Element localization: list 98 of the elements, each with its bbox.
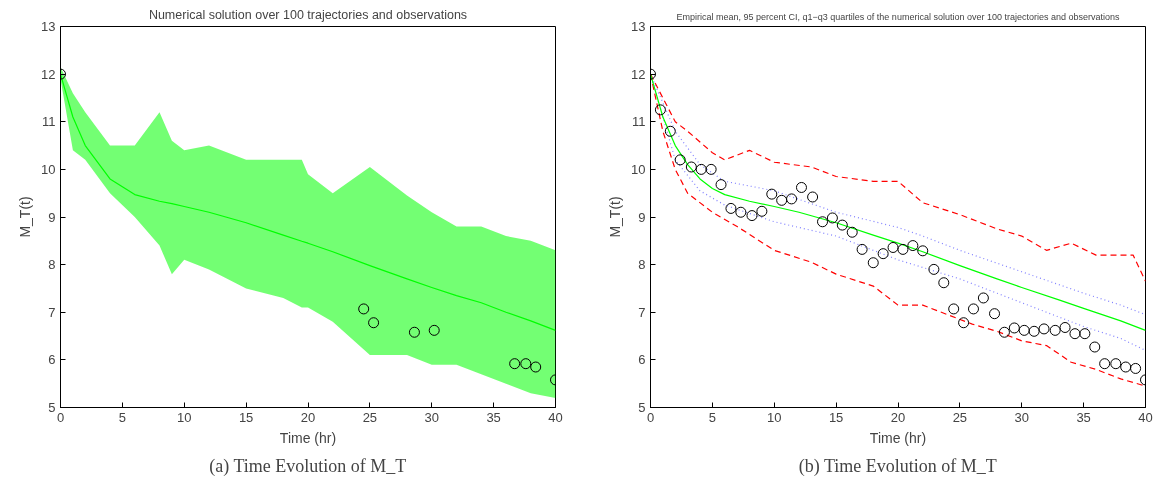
point [977,292,989,304]
y-tick-label: 10 [41,161,56,177]
point [786,193,798,205]
y-tick-label: 9 [48,209,56,225]
x-tick-label: 5 [708,409,716,425]
x-tick-label: 35 [1076,409,1091,425]
line-series [60,73,556,331]
point [776,194,788,206]
x-tick-label: 0 [646,409,655,425]
point [725,202,737,214]
x-tick-label: 5 [118,409,126,425]
point [795,181,807,193]
y-tick-label: 7 [48,304,56,320]
point [998,326,1010,338]
y-axis-title: M_T(t) [17,196,34,238]
y-tick-label: 12 [41,66,56,82]
point [1130,362,1142,374]
y-axis-title: M_T(t) [607,196,624,238]
point [989,308,1001,320]
point [358,303,370,315]
point [1069,328,1081,340]
point [1110,358,1122,370]
x-tick-label: 35 [486,409,501,425]
chart-title: Empirical mean, 95 percent CI, q1−q3 quartiles of the numerical solution over 100 trajectories and observations [676,11,1120,22]
point [807,191,819,203]
point [1120,361,1132,373]
point [766,188,778,200]
point [846,226,858,238]
chart-title: Numerical solution over 100 trajectories and observations [148,7,468,22]
x-tick-label: 30 [1014,409,1029,425]
point [746,210,758,222]
point [1089,341,1101,353]
point [1008,322,1020,334]
y-tick-label: 6 [48,352,56,368]
x-tick-label: 20 [300,409,316,425]
text: (b) Time Evolution of M_T [798,455,997,477]
y-tick-label: 13 [631,19,646,34]
point [428,324,440,336]
point [520,358,532,370]
y-tick-label: 9 [638,209,646,225]
point [817,216,829,228]
point [917,245,929,257]
x-tick-label: 40 [1138,409,1153,425]
x-tick-label: 15 [238,409,254,425]
y-tick-label: 11 [632,114,646,130]
point [530,361,542,373]
point [1099,358,1111,370]
point [408,326,420,338]
y-tick-label: 11 [42,114,56,130]
x-tick-label: 0 [56,409,65,425]
point [695,163,707,175]
y-tick-label: 12 [631,66,646,82]
x-tick-label: 25 [362,409,378,425]
point [1059,322,1071,333]
point [654,104,666,116]
y-tick-label: 8 [48,257,56,273]
x-tick-label: 15 [828,409,844,425]
point [509,358,521,370]
point [664,125,676,137]
point [715,179,727,191]
point [368,317,380,329]
point [967,303,979,315]
x-axis-title: Time (hr) [869,429,927,446]
point [756,205,768,217]
y-tick-label: 6 [638,352,646,368]
point [867,257,879,269]
point [887,241,899,253]
point [1028,325,1040,337]
point [674,154,686,166]
point [735,206,747,218]
point [877,248,889,260]
y-tick-label: 13 [41,19,56,34]
point [1018,324,1030,336]
point [705,163,717,175]
point [836,219,848,231]
point [826,212,838,224]
x-tick-label: 40 [548,409,563,425]
point [1079,328,1091,340]
point [897,243,909,255]
text: (a) Time Evolution of M_T [209,455,407,477]
point [1038,323,1050,335]
point [907,240,919,252]
point [948,303,960,315]
point [856,243,868,255]
x-tick-label: 10 [177,409,192,425]
point [928,263,940,275]
point [958,317,970,329]
y-tick-label: 8 [638,257,646,273]
x-tick-label: 20 [890,409,906,425]
x-axis-title: Time (hr) [279,429,337,446]
y-tick-label: 7 [638,304,646,320]
point [685,161,697,173]
x-tick-label: 10 [767,409,782,425]
point [938,277,950,289]
point [1049,324,1061,336]
x-tick-label: 25 [952,409,968,425]
x-tick-label: 30 [424,409,439,425]
y-tick-label: 10 [631,161,646,177]
